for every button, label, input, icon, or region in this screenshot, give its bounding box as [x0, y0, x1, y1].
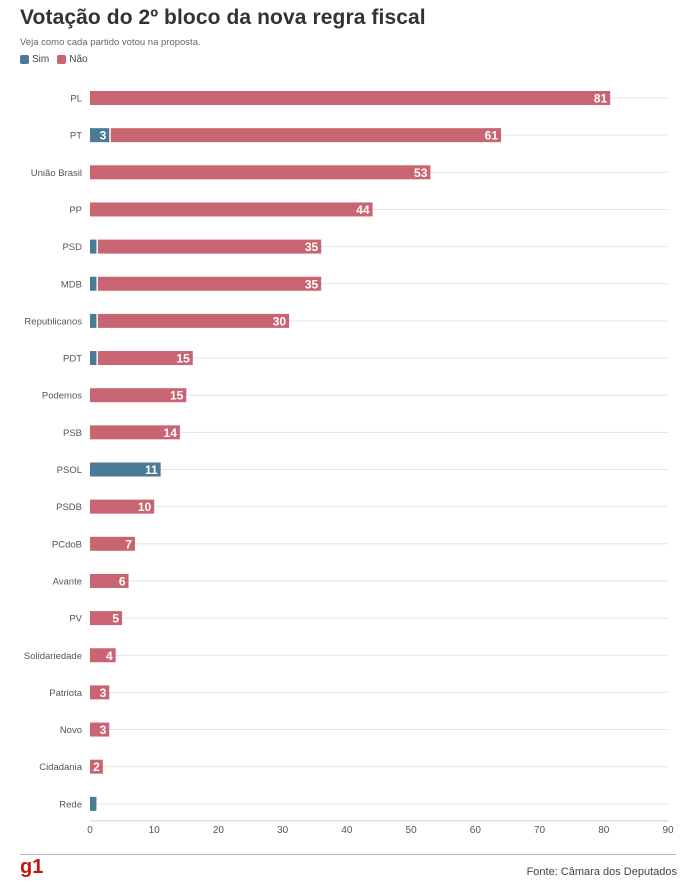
chart-subtitle: Veja como cada partido votou na proposta… — [20, 37, 201, 48]
data-label-nao-novo: 3 — [100, 723, 107, 737]
data-label-nao-podemos: 15 — [170, 389, 184, 403]
data-label-nao-cidadania: 2 — [93, 760, 100, 774]
x-tick-label: 90 — [662, 825, 674, 836]
category-label-psb: PSB — [63, 428, 82, 439]
data-label-sim-psol: 11 — [145, 463, 158, 477]
category-label-patriota: Patriota — [49, 688, 82, 699]
bar-nao-pl — [90, 91, 611, 105]
category-label-rede: Rede — [59, 799, 82, 810]
category-label-pdt: PDT — [63, 354, 82, 365]
x-tick-label: 0 — [87, 825, 93, 836]
category-label-mdb: MDB — [61, 279, 82, 290]
x-tick-label: 70 — [534, 825, 546, 836]
g1-logo: g1 — [20, 856, 44, 878]
category-label-pv: PV — [69, 614, 82, 625]
data-label-nao-pl: 81 — [594, 92, 608, 106]
data-label-nao-uniao-brasil: 53 — [414, 166, 428, 180]
category-label-avante: Avante — [53, 576, 82, 587]
legend-label-nao: Não — [69, 54, 88, 65]
bar-nao-cidadania — [90, 759, 103, 774]
x-tick-label: 40 — [341, 825, 353, 836]
category-label-pcdob: PCdoB — [52, 539, 82, 550]
category-label-pl: PL — [70, 94, 82, 105]
bar-sim-mdb — [90, 276, 97, 291]
category-label-podemos: Podemos — [42, 391, 82, 402]
bar-nao-mdb — [97, 276, 322, 291]
category-label-pt: PT — [70, 131, 82, 142]
footer-divider — [20, 854, 676, 855]
source-note: Fonte: Câmara dos Deputados — [526, 866, 677, 878]
bar-nao-pcdob — [90, 536, 135, 551]
x-tick-label: 50 — [406, 825, 418, 836]
category-label-novo: Novo — [60, 725, 82, 736]
data-label-nao-psd: 35 — [305, 240, 319, 254]
data-label-nao-pv: 5 — [112, 612, 119, 626]
bar-nao-patriota — [90, 685, 110, 700]
bar-nao-novo — [90, 722, 110, 737]
data-label-nao-patriota: 3 — [100, 686, 107, 700]
data-label-nao-mdb: 35 — [305, 277, 319, 291]
category-label-psd: PSD — [62, 242, 82, 253]
data-label-nao-pcdob: 7 — [125, 537, 132, 551]
bar-nao-podemos — [90, 388, 187, 403]
data-label-nao-psdb: 10 — [138, 500, 152, 514]
bar-sim-pt — [90, 128, 110, 143]
data-label-sim-pt: 3 — [100, 129, 107, 143]
legend-item-sim: Sim — [20, 54, 49, 65]
legend: Sim Não — [20, 54, 96, 65]
category-label-cidadania: Cidadania — [39, 762, 82, 773]
legend-swatch-nao — [57, 55, 67, 64]
category-label-republicanos: Republicanos — [24, 316, 82, 327]
bar-nao-avante — [90, 573, 129, 588]
legend-label-sim: Sim — [32, 54, 50, 65]
category-label-uniao-brasil: União Brasil — [31, 168, 82, 179]
legend-swatch-sim — [20, 55, 29, 64]
bar-nao-psb — [90, 425, 180, 440]
bar-sim-rede — [90, 796, 97, 811]
bar-nao-pdt — [97, 351, 193, 366]
chart-title: Votação do 2º bloco da nova regra fiscal — [20, 6, 426, 29]
bar-sim-psol — [90, 462, 161, 477]
category-label-psol: PSOL — [57, 465, 82, 476]
x-tick-label: 10 — [149, 825, 161, 836]
bar-chart: 0 10 20 30 40 50 60 70 80 90 PL 81 PT 3 61 União Brasil… — [24, 91, 674, 836]
category-label-pp: PP — [69, 205, 82, 216]
bar-nao-pv — [90, 611, 123, 626]
bar-nao-solidariedade — [90, 648, 116, 663]
category-label-solidariedade: Solidariedade — [24, 651, 82, 662]
data-label-nao-avante: 6 — [119, 574, 126, 588]
bar-sim-republicanos — [90, 313, 97, 328]
legend-item-nao: Não — [57, 54, 88, 65]
data-label-nao-pdt: 15 — [176, 352, 190, 366]
bar-nao-psdb — [90, 499, 155, 514]
bar-sim-psd — [90, 239, 97, 254]
data-label-nao-solidariedade: 4 — [106, 649, 113, 663]
category-label-psdb: PSDB — [56, 502, 82, 513]
x-tick-label: 30 — [277, 825, 289, 836]
x-tick-label: 80 — [598, 825, 610, 836]
bar-sim-pdt — [90, 351, 97, 366]
bar-nao-psd — [97, 239, 322, 254]
x-tick-label: 60 — [470, 825, 482, 836]
bar-nao-republicanos — [97, 313, 290, 328]
bar-nao-pt — [110, 128, 502, 143]
bar-nao-uniao-brasil — [90, 165, 431, 180]
bar-nao-pp — [90, 202, 373, 217]
x-tick-label: 20 — [213, 825, 225, 836]
data-label-nao-pp: 44 — [356, 203, 370, 217]
data-label-nao-republicanos: 30 — [273, 314, 287, 328]
data-label-nao-psb: 14 — [164, 426, 178, 440]
data-label-nao-pt: 61 — [485, 129, 499, 143]
